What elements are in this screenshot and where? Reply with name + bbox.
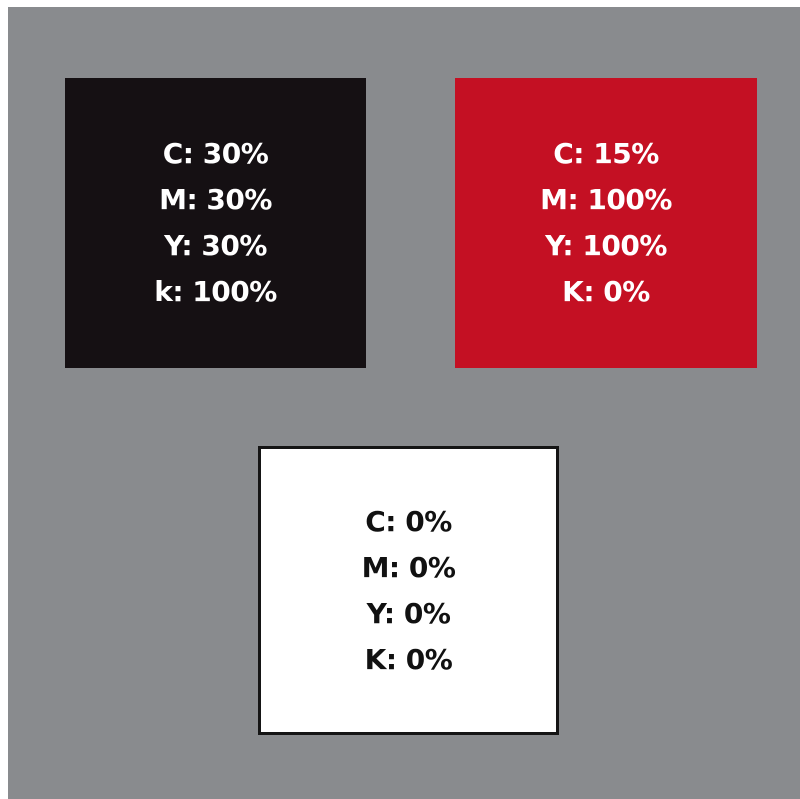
- swatch-rich-black: C: 30% M: 30% Y: 30% k: 100%: [65, 78, 366, 368]
- swatch-magenta-value: M: 100%: [540, 183, 672, 216]
- swatch-cyan-value: C: 30%: [162, 137, 269, 170]
- swatch-cyan-value: C: 0%: [365, 504, 452, 538]
- swatch-magenta-value: M: 0%: [361, 550, 456, 584]
- swatch-key-value: K: 0%: [364, 642, 453, 676]
- gray-canvas: C: 30% M: 30% Y: 30% k: 100% C: 15% M: 1…: [8, 7, 800, 799]
- swatch-yellow-value: Y: 100%: [545, 229, 667, 262]
- swatch-yellow-value: Y: 30%: [164, 229, 267, 262]
- swatch-red: C: 15% M: 100% Y: 100% K: 0%: [455, 78, 757, 368]
- swatch-white: C: 0% M: 0% Y: 0% K: 0%: [258, 446, 559, 735]
- swatch-key-value: K: 0%: [562, 275, 650, 308]
- swatch-yellow-value: Y: 0%: [366, 596, 451, 630]
- swatch-magenta-value: M: 30%: [159, 183, 272, 216]
- swatch-key-value: k: 100%: [154, 275, 277, 308]
- swatch-cyan-value: C: 15%: [553, 137, 659, 170]
